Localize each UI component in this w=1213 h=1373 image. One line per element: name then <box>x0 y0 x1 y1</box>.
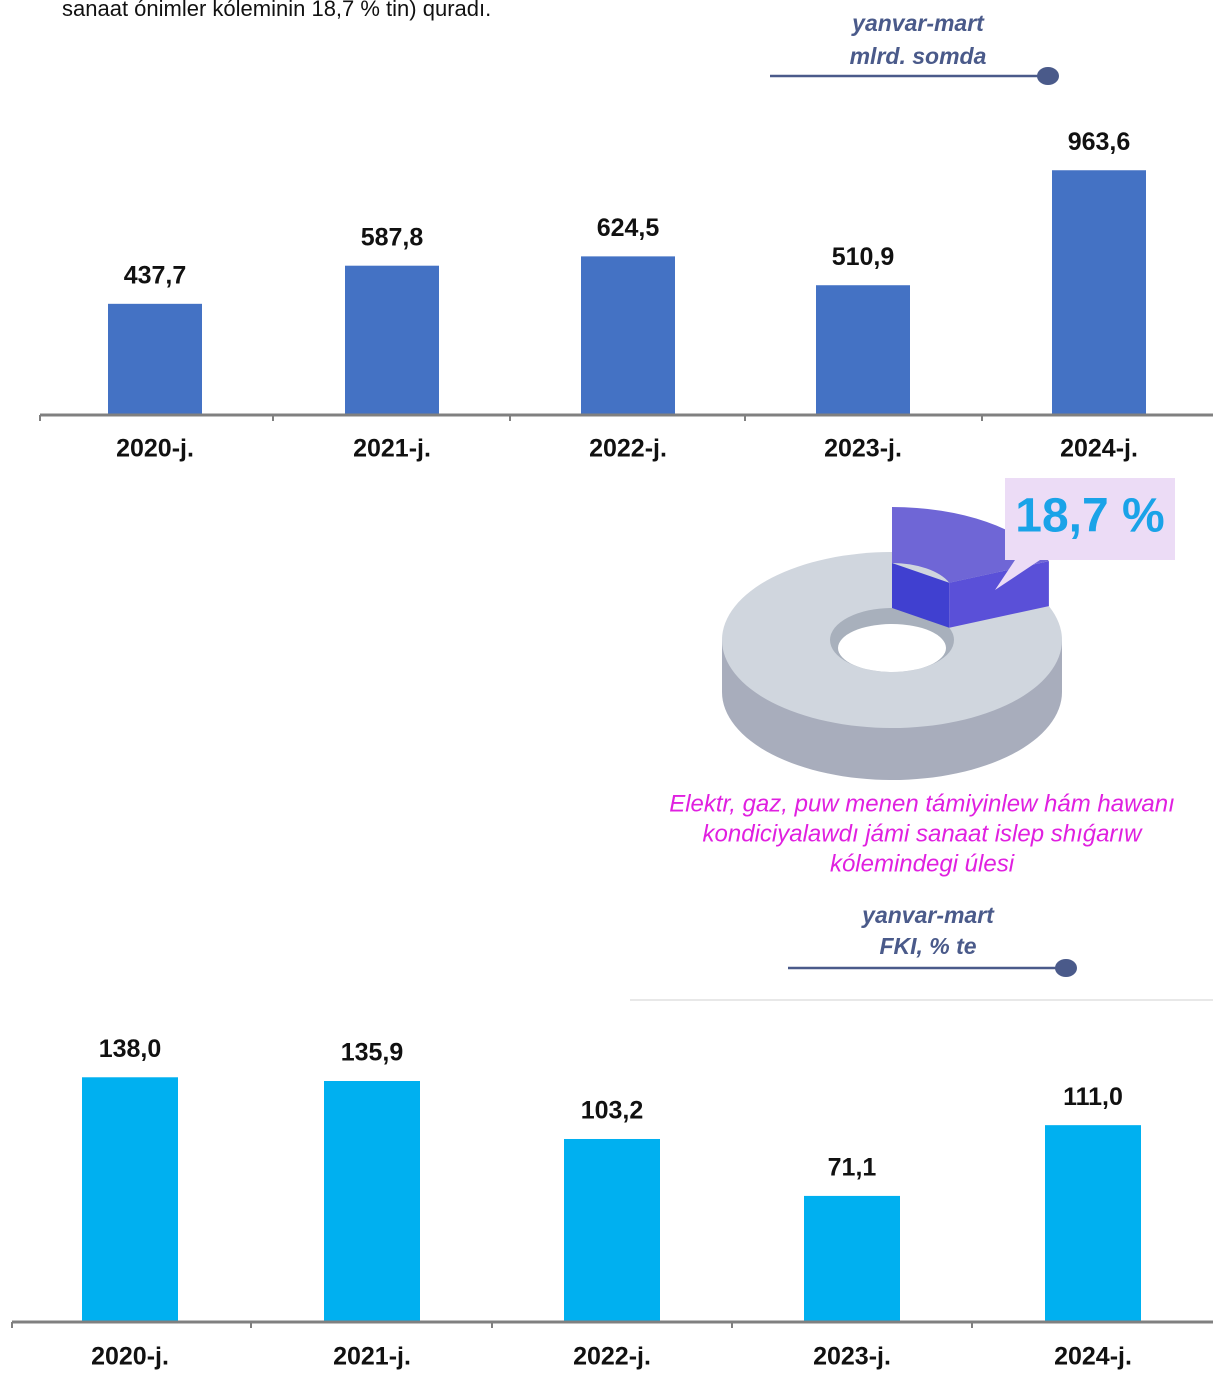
data-label: 510,9 <box>832 243 895 271</box>
data-label: 587,8 <box>361 223 424 251</box>
header-text: sanaat ónimler kóleminin 18,7 % tin) qur… <box>62 0 491 21</box>
bar <box>345 265 439 415</box>
slice <box>892 507 1049 583</box>
data-label: 138,0 <box>99 1035 162 1063</box>
caption: Elektr, gaz, puw menen támiyinlew hám ha… <box>669 790 1175 817</box>
x-tick-label: 2022-j. <box>589 435 667 463</box>
x-tick-label: 2024-j. <box>1060 435 1138 463</box>
x-tick-label: 2021-j. <box>333 1343 411 1371</box>
data-label: 624,5 <box>597 214 660 242</box>
slice-wall <box>892 563 950 628</box>
x-tick-label: 2021-j. <box>353 435 431 463</box>
x-tick-label: 2022-j. <box>573 1343 651 1371</box>
data-label: 963,6 <box>1068 128 1131 156</box>
x-tick-label: 2020-j. <box>116 435 194 463</box>
bar <box>1052 170 1146 415</box>
x-tick-label: 2024-j. <box>1054 1343 1132 1371</box>
callout-label: 18,7 % <box>1015 490 1164 543</box>
caption: kondiciyalawdı jámi sanaat islep shıǵarı… <box>703 820 1144 847</box>
bar <box>108 303 202 415</box>
x-tick-label: 2020-j. <box>91 1343 169 1371</box>
bar <box>581 256 675 415</box>
x-tick-label: 2023-j. <box>824 435 902 463</box>
caption: kólemindegi úlesi <box>830 850 1015 877</box>
legend-dot <box>1055 959 1077 977</box>
chart-subtitle: mlrd. somda <box>850 43 987 69</box>
slice-side <box>949 561 1049 628</box>
chart-subtitle: FKI, % te <box>879 933 976 959</box>
x-tick-label: 2023-j. <box>813 1343 891 1371</box>
bar <box>1045 1125 1141 1322</box>
bar <box>82 1077 178 1322</box>
chart-subtitle: yanvar-mart <box>861 902 995 928</box>
bar <box>564 1138 660 1322</box>
legend-dot <box>1037 67 1059 85</box>
chart-subtitle: yanvar-mart <box>851 10 985 36</box>
bar <box>804 1195 900 1322</box>
donut-hole-inner <box>838 624 946 672</box>
bar <box>816 285 910 415</box>
data-label: 103,2 <box>581 1097 644 1125</box>
callout <box>995 478 1175 590</box>
data-label: 437,7 <box>124 261 187 289</box>
bar <box>324 1081 420 1322</box>
data-label: 135,9 <box>341 1039 404 1067</box>
data-label: 71,1 <box>828 1154 877 1182</box>
data-label: 111,0 <box>1063 1083 1123 1111</box>
